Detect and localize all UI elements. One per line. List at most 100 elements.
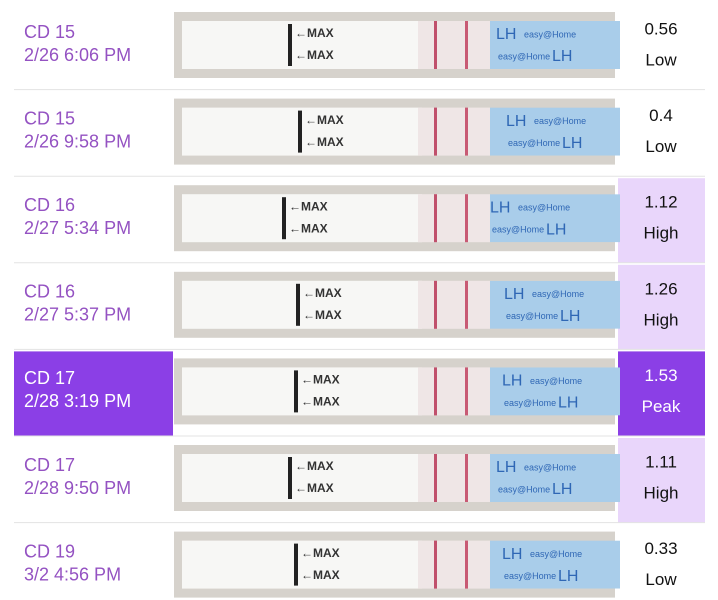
level: High <box>644 224 679 243</box>
level: Low <box>645 570 677 589</box>
wrapper-lh: LH <box>490 199 510 216</box>
strip-handle-mark <box>296 283 300 326</box>
wrapper-lh: LH <box>552 48 572 65</box>
wrapper-lh: LH <box>502 546 522 563</box>
cycle-day: CD 15 <box>24 108 75 128</box>
test-window <box>418 367 490 416</box>
wrapper-brand: easy@Home <box>524 462 576 472</box>
wrapper-bg <box>490 540 620 589</box>
wrapper-lh: LH <box>502 373 522 390</box>
wrapper-brand: easy@Home <box>508 138 560 148</box>
control-line <box>434 194 437 243</box>
level-bg <box>618 438 705 523</box>
test-line <box>465 454 468 502</box>
wrapper-brand: easy@Home <box>498 484 550 494</box>
value: 1.26 <box>644 279 677 298</box>
level: High <box>644 483 679 502</box>
datetime: 2/28 3:19 PM <box>24 391 131 411</box>
cycle-day: CD 17 <box>24 455 75 475</box>
strip-handle-mark <box>288 457 292 499</box>
level: High <box>644 310 679 329</box>
test-window <box>418 194 490 243</box>
cycle-day: CD 17 <box>24 368 75 388</box>
max-label: ←MAX <box>289 199 328 213</box>
max-label: ←MAX <box>289 221 328 235</box>
wrapper-lh: LH <box>546 221 566 238</box>
max-label: ←MAX <box>305 113 344 127</box>
selected-bg <box>14 351 173 436</box>
test-window <box>418 21 490 69</box>
wrapper-brand: easy@Home <box>524 29 576 39</box>
value: 1.53 <box>644 366 677 385</box>
test-window <box>418 107 490 156</box>
test-line <box>465 21 468 69</box>
strip-handle-mark <box>294 543 298 586</box>
wrapper-lh: LH <box>504 286 524 303</box>
datetime: 2/26 6:06 PM <box>24 45 131 65</box>
wrapper-brand: easy@Home <box>530 376 582 386</box>
wrapper-brand: easy@Home <box>504 398 556 408</box>
control-line <box>434 454 437 502</box>
row[interactable]: CD 16 2/27 5:34 PM 1.12 High ←MAX ←MAX LH easy@… <box>24 178 705 263</box>
strip <box>182 367 422 416</box>
wrapper-brand: easy@Home <box>518 203 570 213</box>
datetime: 2/26 9:58 PM <box>24 131 131 151</box>
level: Low <box>645 137 677 156</box>
test-line <box>465 367 468 416</box>
max-label: ←MAX <box>303 308 342 322</box>
wrapper-lh: LH <box>562 135 582 152</box>
wrapper-lh: LH <box>506 113 526 130</box>
test-window <box>418 454 490 502</box>
strip <box>182 280 422 329</box>
wrapper-bg <box>490 107 620 156</box>
cycle-day: CD 19 <box>24 541 75 561</box>
strip <box>182 540 422 589</box>
control-line <box>434 540 437 589</box>
level-bg <box>618 351 705 436</box>
cycle-day: CD 15 <box>24 22 75 42</box>
wrapper-bg <box>490 21 620 69</box>
datetime: 2/27 5:34 PM <box>24 218 131 238</box>
max-label: ←MAX <box>295 48 334 62</box>
value: 1.12 <box>644 193 677 212</box>
strip-handle-mark <box>282 197 286 240</box>
max-label: ←MAX <box>303 286 342 300</box>
value: 0.33 <box>644 539 677 558</box>
wrapper-brand: easy@Home <box>498 51 550 61</box>
wrapper-lh: LH <box>496 459 516 476</box>
value: 0.56 <box>644 19 677 38</box>
wrapper-lh: LH <box>558 568 578 585</box>
wrapper-bg <box>490 280 620 329</box>
datetime: 3/2 4:56 PM <box>24 564 121 584</box>
test-line <box>465 107 468 156</box>
wrapper-lh: LH <box>558 395 578 412</box>
cycle-day: CD 16 <box>24 195 75 215</box>
max-label: ←MAX <box>301 546 340 560</box>
level: Peak <box>642 397 681 416</box>
level-bg <box>618 264 705 350</box>
test-window <box>418 280 490 329</box>
value: 0.4 <box>649 106 673 125</box>
datetime: 2/27 5:37 PM <box>24 305 131 325</box>
strip <box>182 194 422 243</box>
control-line <box>434 21 437 69</box>
test-line <box>465 280 468 329</box>
wrapper-bg <box>490 194 620 243</box>
wrapper-brand: easy@Home <box>532 289 584 299</box>
wrapper-lh: LH <box>496 26 516 43</box>
control-line <box>434 367 437 416</box>
level: Low <box>645 50 677 69</box>
